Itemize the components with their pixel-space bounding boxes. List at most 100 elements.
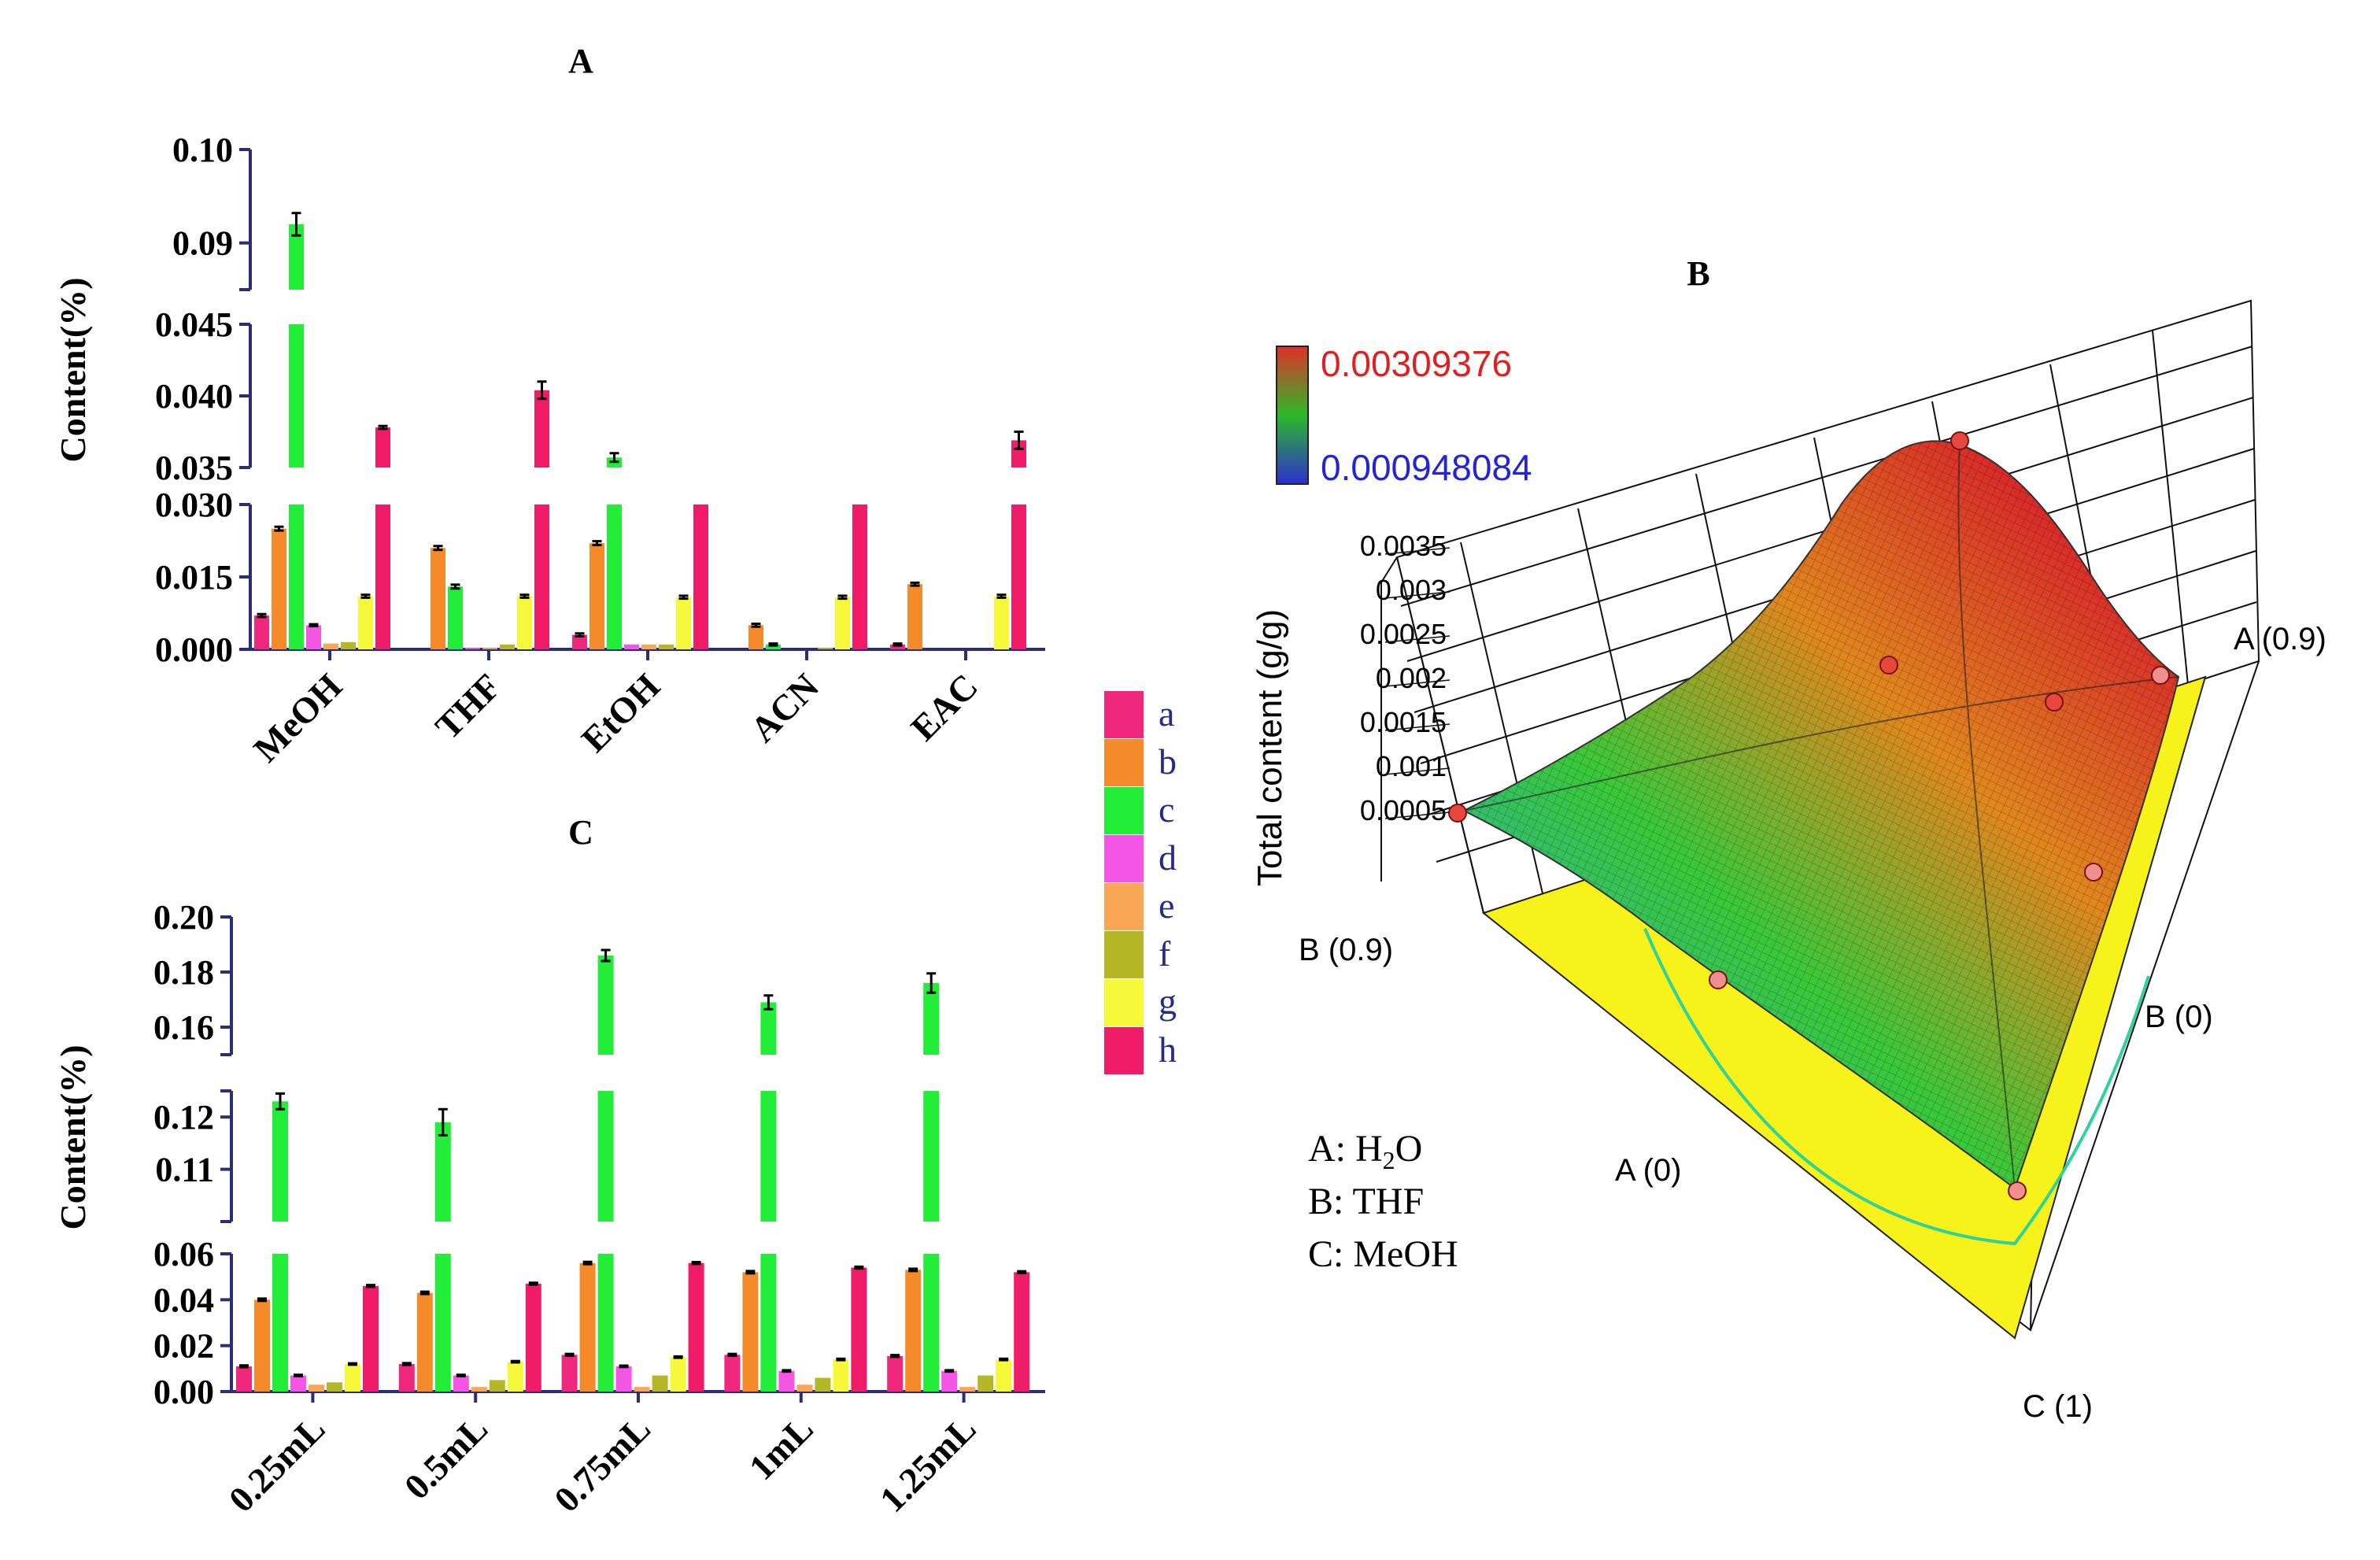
bar-d-1mL	[778, 1370, 795, 1392]
x-tick-label: EAC	[903, 666, 985, 749]
bar-h-ACN	[852, 505, 867, 649]
panel-b-title: B	[1687, 254, 1709, 293]
colorbar-max-label: 0.00309376	[1321, 343, 1512, 384]
bar-b-EtOH	[589, 543, 604, 649]
y-tick-label: 0.16	[153, 1008, 214, 1047]
vertex-label-b-09: B (0.9)	[1299, 933, 1393, 967]
panel-c-bars	[235, 948, 1048, 1392]
bar-c-THF	[448, 586, 463, 649]
x-tick-label: 0.25mL	[221, 1408, 333, 1520]
bar-b-EAC	[907, 584, 922, 649]
bar-c-0.5mL	[434, 1122, 451, 1392]
legend-swatch-b	[1104, 739, 1144, 786]
y-tick-label: 0.10	[172, 131, 233, 169]
y-tick-label: 0.040	[155, 377, 233, 416]
axis-break-gap	[253, 290, 1048, 324]
bar-h-0.75mL	[688, 1262, 704, 1392]
y-tick-label: 0.035	[155, 449, 233, 487]
bar-f-ACN	[818, 648, 833, 649]
bar-b-ACN	[748, 625, 763, 649]
design-point	[1950, 431, 1969, 450]
design-point	[2045, 693, 2064, 712]
component-text: B: THF	[1308, 1181, 1424, 1222]
design-point	[1879, 656, 1898, 675]
z-gridline	[1384, 767, 1451, 775]
bar-f-1.25mL	[978, 1375, 994, 1392]
component-text: O	[1395, 1128, 1423, 1170]
bar-a-1.25mL	[887, 1355, 904, 1392]
component-line: C: MeOH	[1308, 1233, 1458, 1275]
bar-g-0.5mL	[507, 1362, 523, 1392]
y-tick-label: 0.04	[153, 1281, 214, 1319]
component-line: A: H2O	[1308, 1128, 1422, 1174]
bar-c-MeOH	[289, 224, 304, 649]
component-line: B: THF	[1308, 1181, 1424, 1222]
bar-g-THF	[517, 596, 532, 649]
x-tick-label: 0.5mL	[397, 1408, 496, 1507]
vertex-label-a-09: A (0.9)	[2234, 622, 2326, 656]
bar-f-1mL	[815, 1377, 831, 1392]
z-gridline	[1384, 547, 1451, 555]
bar-a-0.25mL	[236, 1366, 252, 1392]
bar-d-EtOH	[624, 644, 639, 649]
axis-break-gap	[235, 1055, 1048, 1091]
bar-d-MeOH	[306, 625, 321, 649]
z-tick-label: 0.0035	[1360, 530, 1447, 562]
bar-g-MeOH	[358, 596, 373, 649]
bar-h-THF	[534, 390, 549, 649]
x-tick-label: MeOH	[246, 666, 349, 770]
y-tick-label: 0.20	[153, 898, 214, 937]
bar-c-ACN	[766, 644, 781, 649]
bar-g-1.25mL	[996, 1359, 1012, 1392]
bar-d-THF	[465, 648, 480, 649]
legend-label-g: g	[1159, 981, 1177, 1022]
axis-break-gap	[253, 468, 1048, 505]
floor-contour	[1643, 928, 2150, 1246]
bar-g-0.75mL	[670, 1357, 686, 1392]
legend-swatch-h	[1104, 1027, 1144, 1074]
z-axis-ticks: 0.0035 0.003 0.0025 0.002 0.0015 0.001 0.0005	[1360, 530, 1451, 826]
bar-e-MeOH	[323, 643, 338, 649]
design-point	[2151, 666, 2170, 685]
vertex-label-c-1: C (1)	[2023, 1389, 2093, 1424]
bar-e-0.25mL	[309, 1384, 324, 1392]
y-tick-label: 0.11	[155, 1151, 214, 1189]
bar-h-0.5mL	[525, 1283, 541, 1392]
legend-label-a: a	[1159, 693, 1174, 734]
component-text: C: MeOH	[1308, 1233, 1458, 1275]
panel-b-surface-plot: B 0.00309376 0.000948084	[1251, 254, 2326, 1424]
bar-c-1.25mL	[923, 983, 940, 1392]
legend-swatch-d	[1104, 835, 1144, 882]
design-point	[1709, 970, 1728, 989]
y-tick-label: 0.030	[155, 486, 233, 524]
bar-e-EtOH	[641, 644, 656, 649]
z-axis-label: Total content (g/g)	[1251, 609, 1289, 886]
bar-h-0.25mL	[363, 1285, 379, 1392]
vertex-label-b-0: B (0)	[2145, 1000, 2213, 1034]
component-text: A: H	[1308, 1128, 1383, 1170]
bar-f-EtOH	[659, 644, 674, 649]
y-tick-label: 0.02	[153, 1327, 214, 1366]
legend-label-f: f	[1159, 933, 1171, 974]
panel-a-bars	[253, 212, 1048, 649]
legend-swatch-g	[1104, 979, 1144, 1026]
legend-swatch-a	[1104, 691, 1144, 738]
bar-e-1.25mL	[959, 1387, 976, 1392]
bar-h-MeOH	[375, 427, 390, 649]
bar-g-0.25mL	[345, 1364, 360, 1392]
bar-c-EtOH	[607, 457, 622, 649]
design-point	[2084, 863, 2103, 882]
panel-c-ylabel: Content(%)	[53, 1044, 93, 1229]
bar-g-EtOH	[676, 597, 691, 649]
legend-label-d: d	[1159, 837, 1177, 878]
z-tick-label: 0.001	[1376, 750, 1447, 782]
bar-b-0.75mL	[579, 1262, 596, 1392]
z-gridline	[1384, 635, 1451, 643]
bar-e-THF	[482, 648, 497, 649]
z-tick-label: 0.0025	[1360, 618, 1447, 650]
legend-swatch-e	[1104, 883, 1144, 930]
component-subscript: 2	[1383, 1146, 1395, 1174]
